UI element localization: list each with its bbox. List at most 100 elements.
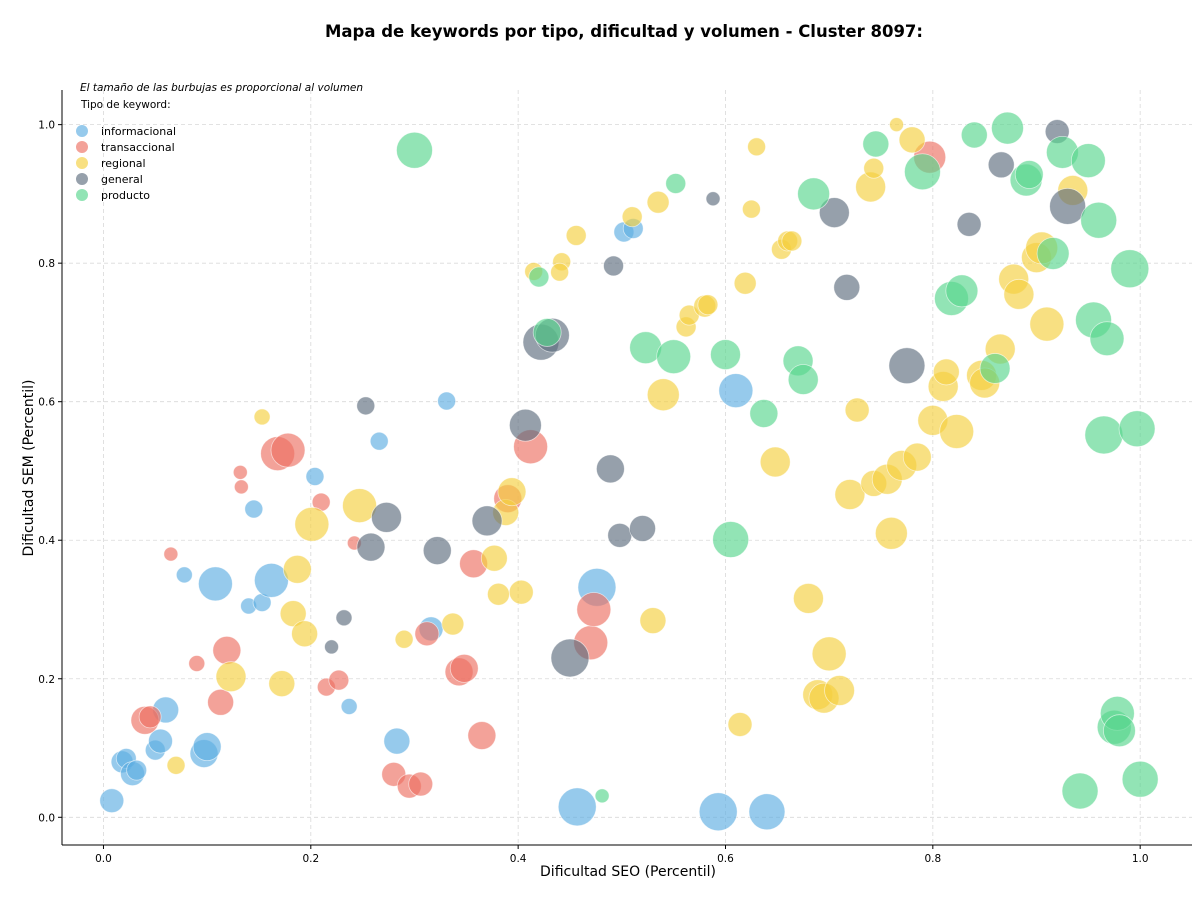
x-tick-label: 0.6 (717, 853, 734, 865)
bubble-informacional (698, 792, 738, 832)
bubble-informacional (148, 728, 173, 754)
legend-title: Tipo de keyword: (80, 99, 171, 111)
bubble-transaccional (576, 592, 612, 627)
bubble-transaccional (233, 479, 249, 495)
bubble-regional (793, 583, 824, 614)
bubble-producto (1118, 410, 1156, 448)
bubble-general (956, 211, 982, 237)
bubble-regional (646, 190, 670, 214)
bubble-producto (1070, 143, 1106, 179)
series-informacional (99, 218, 786, 832)
bubble-regional (727, 712, 753, 737)
x-tick-label: 0.0 (95, 853, 112, 865)
bubble-regional (253, 408, 271, 426)
bubble-producto (787, 364, 819, 395)
bubble-transaccional (467, 721, 497, 750)
chart-title: Mapa de keywords por tipo, dificultad y … (325, 22, 923, 41)
bubble-producto (1036, 237, 1070, 270)
bubble-regional (863, 157, 885, 179)
bubble-regional (342, 488, 377, 523)
bubble-informacional (383, 727, 411, 755)
bubble-regional (824, 675, 855, 706)
bubble-general (509, 408, 542, 442)
bubble-general (550, 638, 590, 678)
x-tick-label: 0.8 (924, 853, 941, 865)
bubble-producto (904, 153, 941, 191)
bubble-regional (1029, 306, 1065, 342)
bubble-regional (441, 612, 465, 636)
bubble-regional (487, 582, 510, 606)
bubble-general (371, 501, 402, 533)
bubble-regional (759, 446, 791, 478)
legend-label-general: general (101, 173, 143, 186)
bubble-general (705, 191, 721, 207)
bubble-transaccional (188, 655, 206, 672)
bubble-transaccional (163, 546, 179, 562)
bubble-regional (742, 199, 761, 219)
bubble-regional (550, 262, 570, 282)
bubble-transaccional (212, 635, 242, 665)
bubble-producto (979, 353, 1011, 384)
bubble-general (1049, 187, 1086, 225)
bubble-regional (898, 126, 926, 154)
bubble-producto (528, 266, 550, 288)
legend-marker-producto (76, 189, 88, 201)
x-tick-label: 1.0 (1132, 853, 1149, 865)
bubble-general (596, 454, 625, 484)
y-tick-label: 1.0 (38, 120, 55, 132)
bubble-producto (1014, 160, 1044, 189)
series-transaccional (130, 140, 947, 799)
bubble-general (356, 396, 376, 416)
bubble-regional (480, 544, 508, 572)
y-tick-label: 0.8 (38, 258, 55, 270)
bubble-informacional (748, 793, 786, 831)
bubble-general (629, 515, 656, 542)
series-producto (396, 111, 1159, 810)
bubble-producto (1080, 201, 1118, 239)
bubble-transaccional (138, 705, 162, 729)
bubble-informacional (340, 698, 358, 715)
series-regional (166, 117, 1089, 775)
bubble-regional (508, 579, 534, 605)
size-note: El tamaño de las burbujas es proporciona… (80, 82, 363, 94)
bubble-regional (497, 477, 527, 507)
bubble-informacional (126, 759, 148, 781)
legend: Tipo de keyword: informacional transaccio… (76, 99, 176, 202)
bubbles (99, 111, 1159, 832)
bubble-informacional (192, 732, 222, 762)
bubble-informacional (305, 467, 325, 486)
bubble-producto (594, 788, 610, 804)
bubble-general (833, 274, 861, 301)
y-tick-label: 0.0 (38, 812, 55, 824)
bubble-producto (532, 318, 562, 347)
bubble-regional (291, 620, 318, 648)
bubble-informacional (369, 431, 389, 451)
bubble-general (471, 505, 503, 537)
legend-marker-informacional (76, 125, 88, 137)
bubble-general (335, 609, 353, 627)
bubble-regional (844, 397, 870, 423)
bubble-producto (797, 177, 831, 211)
bubble-general (888, 347, 926, 385)
bubble-general (422, 536, 452, 566)
x-tick-label: 0.2 (302, 853, 319, 865)
bubble-regional (834, 479, 866, 510)
bubble-general (607, 522, 633, 548)
bubble-producto (1084, 415, 1124, 455)
bubble-regional (565, 225, 587, 246)
x-axis-label: Dificultad SEO (Percentil) (540, 864, 716, 880)
legend-label-informacional: informacional (101, 125, 176, 138)
bubble-regional (621, 206, 643, 228)
legend-marker-transaccional (76, 141, 88, 153)
legend-label-transaccional: transaccional (101, 141, 175, 154)
bubble-regional (279, 600, 307, 628)
bubble-general (356, 532, 386, 562)
legend-label-producto: producto (101, 189, 150, 202)
bubble-regional (811, 636, 847, 672)
bubble-transaccional (408, 771, 434, 797)
bubble-regional (639, 607, 667, 634)
bubble-producto (945, 274, 979, 308)
y-tick-label: 0.2 (38, 674, 55, 686)
bubble-regional (932, 358, 960, 386)
